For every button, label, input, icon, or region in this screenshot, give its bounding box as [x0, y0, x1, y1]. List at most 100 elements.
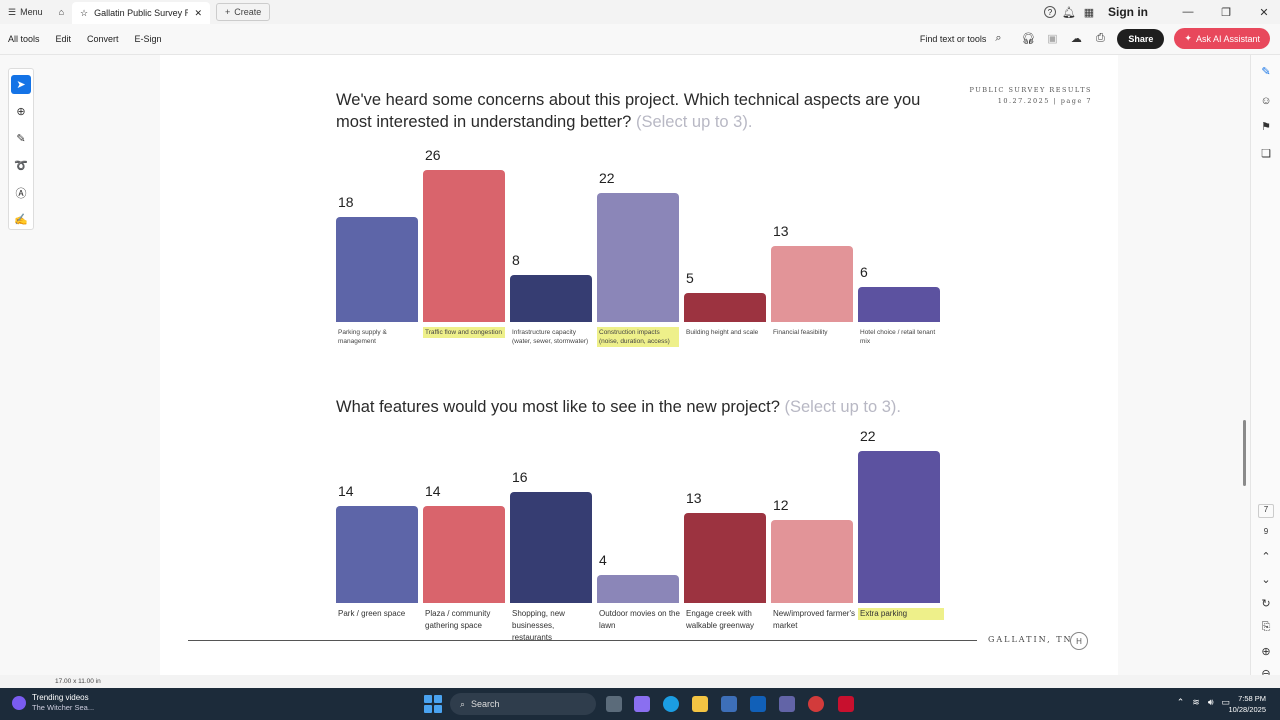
technical-aspects-chart: 18 Parking supply & management 26 Traffic f…	[336, 147, 956, 355]
features-chart: 14 Park / green space 14 Plaza / community …	[336, 428, 956, 643]
question-2-title: What features would you most like to see…	[336, 398, 901, 416]
next-page-icon[interactable]: ⌄	[1261, 574, 1271, 586]
pen-icon[interactable]: ✎	[16, 133, 26, 145]
help-icon[interactable]: ?	[1044, 6, 1056, 18]
main-toolbar: All tools Edit Convert E-Sign Find text …	[0, 24, 1280, 55]
footer-logo: H	[1070, 632, 1088, 650]
category-label: Park / green space	[338, 609, 406, 618]
chart-bar	[771, 520, 853, 603]
upload-cloud-icon[interactable]: ☁	[1070, 33, 1082, 45]
copilot-icon[interactable]	[634, 696, 650, 712]
text-box-icon[interactable]: Ⓐ	[15, 187, 27, 200]
current-page-number[interactable]: 7	[1258, 504, 1274, 518]
bar-value-label: 8	[512, 252, 520, 268]
apps-grid-icon[interactable]: ▦	[1083, 6, 1095, 19]
minimize-button[interactable]: —	[1182, 6, 1194, 18]
category-label: Parking supply & management	[338, 329, 387, 345]
bar-value-label: 13	[686, 490, 702, 506]
document-tab[interactable]: ☆ Gallatin Public Survey R... ✕	[72, 2, 211, 24]
outlook-icon[interactable]	[750, 696, 766, 712]
ask-ai-assistant-button[interactable]: ✦ Ask AI Assistant	[1174, 28, 1270, 49]
start-button[interactable]	[424, 695, 442, 713]
esign-menu[interactable]: E-Sign	[134, 34, 162, 44]
teams-icon[interactable]	[779, 696, 795, 712]
close-icon[interactable]: ✕	[194, 7, 203, 18]
star-icon[interactable]: ☆	[80, 7, 89, 18]
chart-bar	[336, 217, 418, 322]
notification-bell-icon[interactable]: 🔔︎	[1062, 6, 1076, 19]
category-label: Traffic flow and congestion	[423, 327, 505, 338]
bar-value-label: 18	[338, 194, 354, 210]
windows-taskbar: Trending videos The Witcher Sea... ⌕ Sea…	[0, 688, 1280, 720]
create-button[interactable]: + Create	[216, 3, 271, 21]
chevron-up-icon[interactable]: ⌃	[1176, 697, 1185, 707]
chart-bar	[684, 513, 766, 603]
zoom-marquee-icon[interactable]: ⊕	[16, 106, 26, 118]
quick-tools-panel: ➤ ⊕ ✎ ➰ Ⓐ ✍	[8, 68, 34, 230]
chart-bar	[423, 170, 505, 322]
menu-button[interactable]: ☰ Menu	[8, 6, 43, 18]
search-icon: ⌕	[460, 698, 466, 709]
question-1-title: We've heard some concerns about this pro…	[336, 91, 921, 131]
taskbar-search[interactable]: ⌕ Search	[450, 693, 596, 715]
acrobat-icon[interactable]	[838, 696, 854, 712]
bookmark-icon[interactable]: ⚑	[1261, 121, 1271, 133]
acrobat-reader-icon[interactable]	[808, 696, 824, 712]
system-tray[interactable]: ⌃ ≋ 🔊︎ ▭	[1177, 697, 1230, 708]
clock[interactable]: 7:58 PM 10/28/2025	[1228, 694, 1266, 714]
previous-page-icon[interactable]: ⌃	[1261, 551, 1271, 563]
wifi-icon[interactable]: ≋	[1192, 697, 1200, 707]
bar-value-label: 5	[686, 270, 694, 286]
store-icon[interactable]	[721, 696, 737, 712]
chart-bar	[858, 287, 940, 322]
category-label: New/improved farmer's market	[773, 609, 855, 630]
close-window-button[interactable]: ✕	[1259, 6, 1269, 19]
widgets-button[interactable]: Trending videos The Witcher Sea...	[12, 693, 94, 712]
bar-value-label: 14	[338, 483, 354, 499]
plus-icon: +	[225, 7, 231, 17]
page-fit-icon[interactable]: ⎘	[1261, 621, 1271, 633]
right-rail: ✎ ☺ ⚑ ❏ 7 9 ⌃ ⌄ ↻ ⎘ ⊕ ⊖	[1243, 55, 1280, 680]
copy-pages-icon[interactable]: ❏	[1261, 148, 1271, 160]
rotate-icon[interactable]: ↻	[1261, 598, 1271, 610]
find-tools-search[interactable]: Find text or tools ⌕	[920, 32, 1006, 46]
restore-button[interactable]: ❐	[1221, 6, 1231, 19]
volume-icon[interactable]: 🔊︎	[1207, 697, 1214, 707]
lasso-icon[interactable]: ➰	[14, 160, 28, 172]
zoom-out-icon[interactable]: ⊖	[1261, 668, 1271, 680]
share-button[interactable]: Share	[1117, 28, 1165, 49]
select-cursor-icon[interactable]: ➤	[11, 75, 31, 94]
ai-assistant-icon: ✦	[1184, 33, 1192, 43]
edge-icon[interactable]	[663, 696, 679, 712]
all-tools-menu[interactable]: All tools	[8, 34, 40, 44]
search-icon: ⌕	[995, 32, 1002, 44]
bar-value-label: 22	[599, 170, 615, 186]
edit-menu[interactable]: Edit	[55, 34, 72, 44]
task-view-icon[interactable]	[606, 696, 622, 712]
header-label: PUBLIC SURVEY RESULTS	[969, 86, 1092, 94]
sign-icon[interactable]: ✍	[14, 214, 28, 226]
header-date-page: 10.27.2025 | page 7	[997, 97, 1092, 105]
sign-in-button[interactable]: Sign in	[1108, 5, 1148, 19]
chart-bar	[684, 293, 766, 322]
chart-bar	[510, 275, 592, 322]
bar-value-label: 22	[860, 428, 876, 444]
bar-value-label: 4	[599, 552, 607, 568]
chart-bar	[597, 575, 679, 603]
category-label: Financial feasibility	[773, 329, 828, 336]
file-explorer-icon[interactable]	[692, 696, 708, 712]
convert-menu[interactable]: Convert	[87, 34, 119, 44]
zoom-in-icon[interactable]: ⊕	[1261, 646, 1271, 658]
edit-pdf-icon[interactable]: ✎	[1261, 66, 1271, 78]
home-icon: ⌂	[58, 7, 65, 17]
page-size-label: 17.00 x 11.00 in	[55, 678, 101, 685]
read-aloud-icon[interactable]: 🎧︎	[1021, 33, 1036, 45]
print-icon[interactable]: ⎙	[1096, 32, 1105, 44]
battery-icon[interactable]: ▭	[1221, 697, 1230, 707]
comment-icon[interactable]: ☺	[1260, 95, 1272, 107]
chart-bar	[423, 506, 505, 603]
save-icon[interactable]: ▣	[1047, 33, 1058, 45]
vertical-scrollbar[interactable]	[1243, 420, 1246, 486]
chart-bar	[336, 506, 418, 603]
home-button[interactable]: ⌂	[51, 0, 72, 24]
